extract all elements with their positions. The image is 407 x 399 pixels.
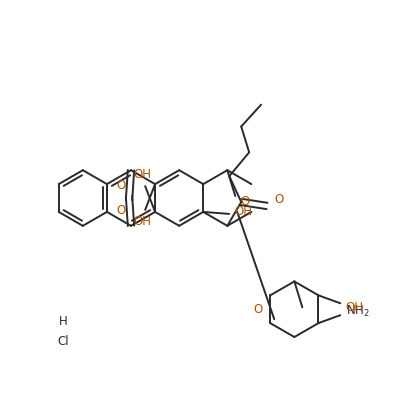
Text: OH: OH — [133, 168, 151, 181]
Text: H: H — [59, 315, 68, 328]
Text: NH$_2$: NH$_2$ — [346, 304, 370, 319]
Text: OH: OH — [133, 215, 151, 228]
Text: O: O — [116, 179, 126, 192]
Text: O: O — [241, 196, 250, 209]
Text: O: O — [274, 194, 284, 207]
Text: OH: OH — [345, 301, 363, 314]
Text: O: O — [254, 303, 263, 316]
Text: OH: OH — [234, 205, 252, 218]
Text: Cl: Cl — [57, 334, 69, 348]
Text: O: O — [116, 204, 126, 217]
